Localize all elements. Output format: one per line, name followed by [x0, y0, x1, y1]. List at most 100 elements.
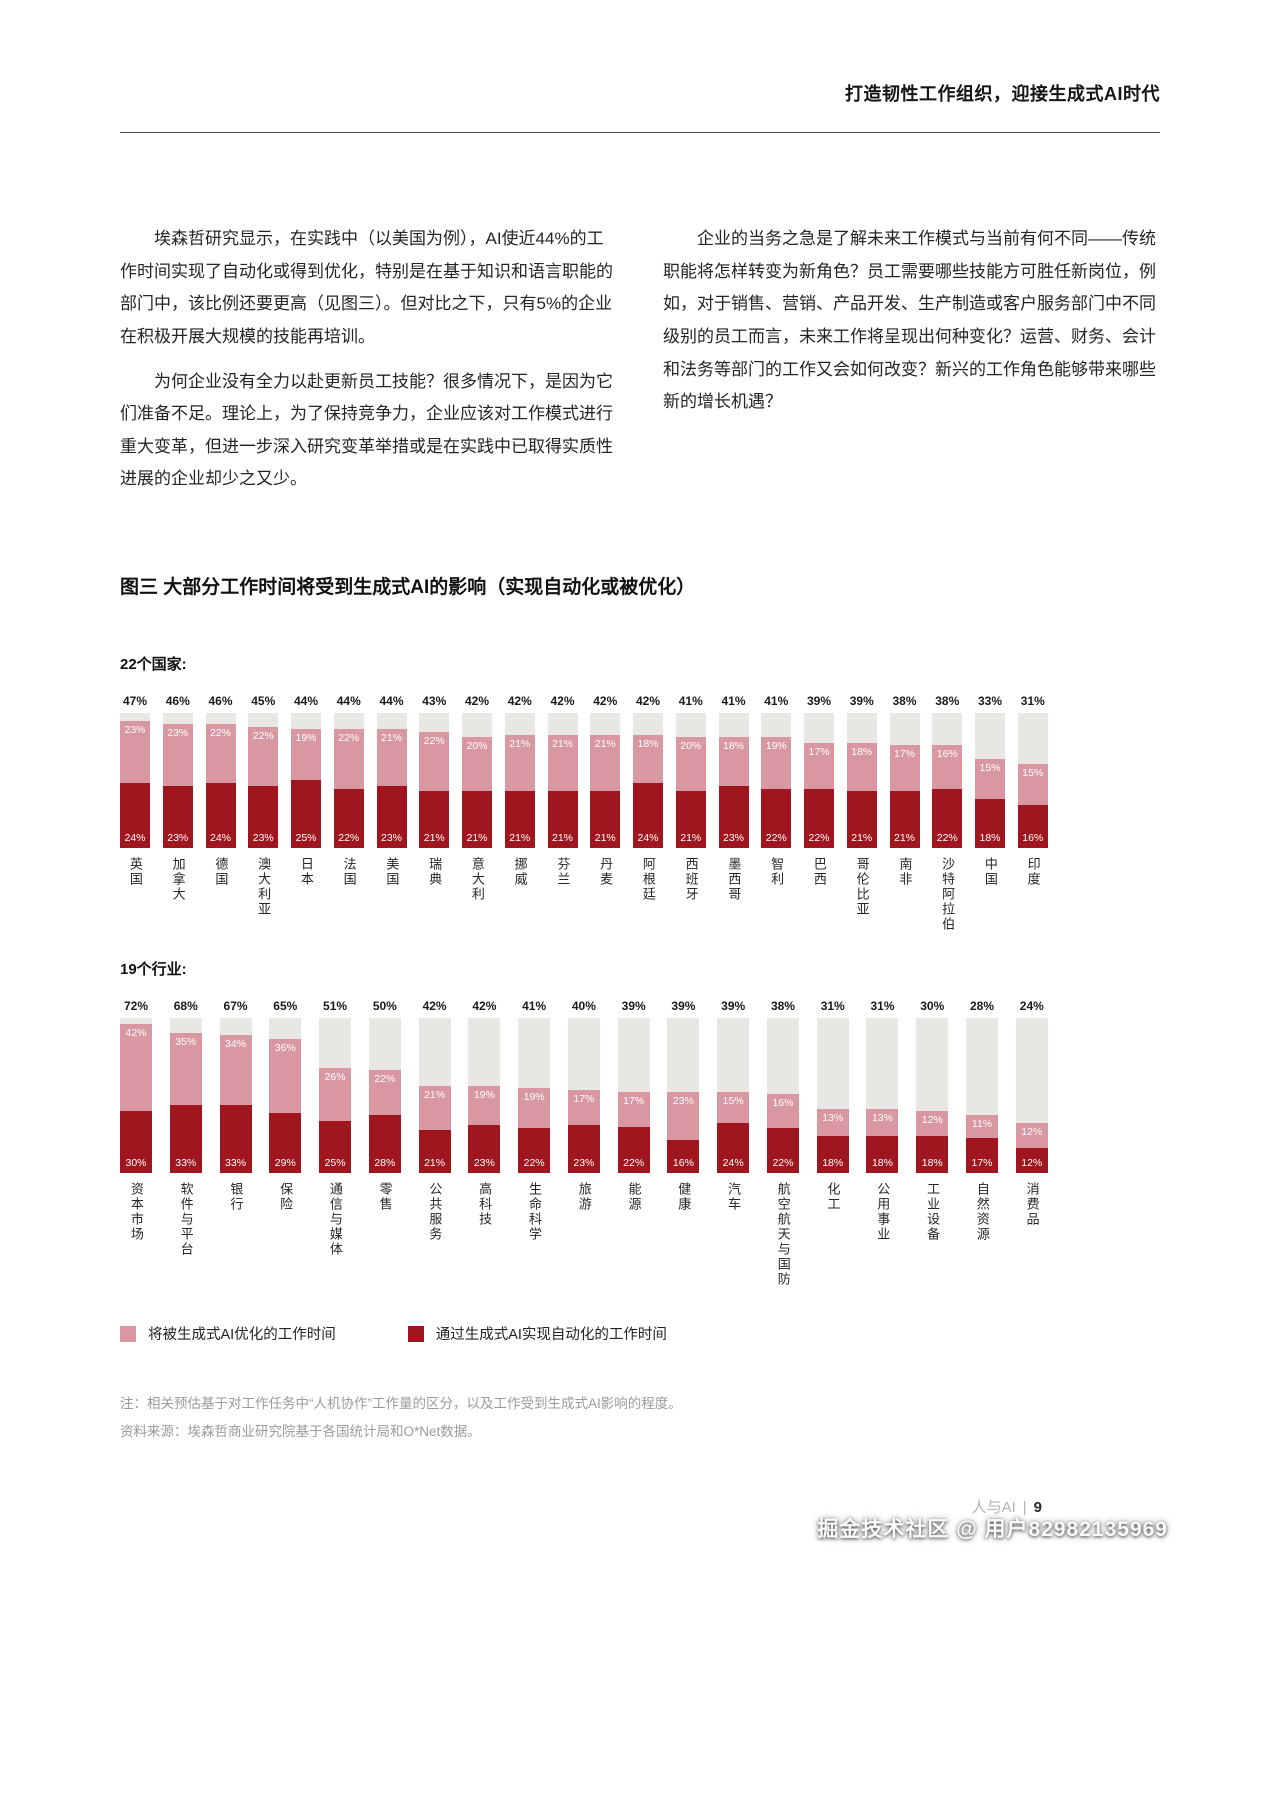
bar-automated-segment: 22% — [804, 788, 834, 848]
bar-optimized-segment: 13% — [816, 1108, 849, 1136]
note-line: 注：相关预估基于对工作任务中“人机协作”工作量的区分，以及工作受到生成式AI影响… — [120, 1396, 682, 1411]
bar-stack: 12% 12% — [1015, 1018, 1048, 1173]
header-divider — [120, 132, 1160, 133]
optimized-value-label: 15% — [979, 761, 1001, 774]
bar-optimized-segment: 26% — [319, 1067, 352, 1122]
bar-category-label: 公共服务 — [427, 1182, 443, 1242]
optimized-value-label: 15% — [1022, 767, 1044, 780]
bar-category-label: 能源 — [626, 1182, 642, 1212]
bar-印度: 31% 15% 16% 印度 — [1017, 694, 1048, 932]
bar-optimized-segment: 22% — [368, 1069, 401, 1116]
bar-remainder-segment — [916, 1018, 949, 1111]
bar-category-label: 软件与平台 — [178, 1182, 194, 1257]
automated-value-label: 21% — [424, 1156, 446, 1169]
optimized-value-label: 19% — [473, 1089, 495, 1102]
bar-automated-segment: 16% — [667, 1139, 700, 1173]
footer-page-number: 9 — [1033, 1499, 1042, 1516]
bar-total-label: 38% — [770, 999, 795, 1013]
bar-category-label: 瑞典 — [427, 857, 443, 887]
body-paragraph: 为何企业没有全力以赴更新员工技能？很多情况下，是因为它们准备不足。理论上，为了保… — [120, 371, 613, 489]
bar-optimized-segment: 36% — [269, 1038, 302, 1114]
automated-value-label: 29% — [274, 1156, 296, 1169]
bar-optimized-segment: 18% — [633, 734, 663, 784]
bar-哥伦比亚: 39% 18% 21% 哥伦比亚 — [846, 694, 877, 932]
bar-stack: 18% 24% — [633, 713, 663, 848]
optimized-value-label: 22% — [338, 732, 360, 745]
bar-高科技: 42% 19% 23% 高科技 — [468, 999, 501, 1287]
bar-optimized-segment: 15% — [975, 758, 1005, 800]
bar-remainder-segment — [590, 713, 621, 735]
optimized-value-label: 21% — [424, 1089, 446, 1102]
bar-category-label: 工业设备 — [925, 1182, 941, 1242]
bar-remainder-segment — [518, 1018, 551, 1089]
industries-bar-chart: 72% 42% 30% 资本市场 68% 35% 33% 软件与平台 67% 34% 33% 银行 65… — [120, 999, 1048, 1287]
bar-remainder-segment — [1017, 713, 1048, 765]
automated-value-label: 18% — [822, 1156, 844, 1169]
bar-category-label: 中国 — [982, 857, 998, 887]
bar-银行: 67% 34% 33% 银行 — [219, 999, 252, 1287]
bar-stack: 34% 33% — [219, 1018, 252, 1173]
bar-optimized-segment: 21% — [590, 734, 621, 792]
bar-optimized-segment: 18% — [718, 737, 749, 786]
bar-沙特阿拉伯: 38% 16% 22% 沙特阿拉伯 — [932, 694, 963, 932]
bar-optimized-segment: 17% — [617, 1092, 650, 1128]
automated-value-label: 24% — [124, 831, 146, 844]
automated-value-label: 23% — [380, 831, 402, 844]
bar-automated-segment: 18% — [975, 799, 1005, 848]
bar-公用事业: 31% 13% 18% 公用事业 — [866, 999, 899, 1287]
bar-automated-segment: 18% — [916, 1135, 949, 1173]
bar-total-label: 42% — [422, 999, 447, 1013]
bar-stack: 21% 23% — [376, 713, 407, 848]
bar-remainder-segment — [547, 713, 578, 735]
bar-能源: 39% 17% 22% 能源 — [617, 999, 650, 1287]
bar-automated-segment: 21% — [675, 791, 706, 848]
automated-value-label: 28% — [374, 1157, 396, 1169]
bar-optimized-segment: 19% — [291, 729, 321, 781]
automated-value-label: 21% — [423, 831, 445, 844]
bar-航空航天与国防: 38% 16% 22% 航空航天与国防 — [766, 999, 799, 1287]
bar-stack: 22% 22% — [333, 713, 364, 848]
industries-group-label: 19个行业: — [120, 961, 187, 978]
bar-remainder-segment — [248, 713, 279, 727]
bar-丹麦: 42% 21% 21% 丹麦 — [590, 694, 621, 932]
legend-label-optimized: 将被生成式AI优化的工作时间 — [148, 1327, 336, 1343]
bar-automated-segment: 22% — [333, 788, 364, 848]
bar-remainder-segment — [932, 713, 963, 746]
automated-value-label: 16% — [1022, 831, 1044, 844]
bar-optimized-segment: 15% — [1017, 764, 1048, 805]
bar-remainder-segment — [419, 713, 450, 732]
bar-资本市场: 72% 42% 30% 资本市场 — [120, 999, 152, 1287]
bar-total-label: 41% — [678, 694, 703, 708]
bar-remainder-segment — [120, 713, 150, 722]
bar-total-label: 38% — [935, 694, 960, 708]
bar-total-label: 42% — [472, 999, 497, 1013]
bar-remainder-segment — [468, 1018, 501, 1087]
bar-optimized-segment: 20% — [462, 737, 492, 792]
bar-remainder-segment — [567, 1018, 600, 1091]
body-paragraph: 埃森哲研究显示，在实践中（以美国为例），AI使近44%的工作时间实现了自动化或得… — [120, 229, 613, 346]
bar-stack: 22% 21% — [419, 713, 450, 848]
optimized-value-label: 23% — [672, 1095, 694, 1108]
bar-total-label: 46% — [208, 694, 233, 708]
bar-stack: 22% 23% — [248, 713, 279, 848]
bar-stack: 20% 21% — [462, 713, 492, 848]
bar-remainder-segment — [333, 713, 364, 730]
bar-total-label: 42% — [635, 694, 661, 708]
bar-stack: 26% 25% — [319, 1018, 352, 1173]
bar-total-label: 39% — [849, 694, 874, 708]
bar-total-label: 30% — [920, 999, 945, 1013]
optimized-value-label: 42% — [125, 1027, 147, 1040]
bar-category-label: 挪威 — [512, 857, 528, 887]
bar-remainder-segment — [816, 1018, 849, 1109]
bar-optimized-segment: 42% — [120, 1024, 152, 1111]
optimized-value-label: 34% — [225, 1037, 247, 1050]
bar-total-label: 44% — [336, 694, 361, 708]
bar-automated-segment: 23% — [567, 1125, 600, 1173]
optimized-value-label: 17% — [573, 1093, 595, 1106]
bar-category-label: 墨西哥 — [726, 857, 742, 902]
footer-section-label: 人与AI — [971, 1499, 1016, 1516]
optimized-value-label: 18% — [722, 740, 744, 753]
bar-optimized-segment: 19% — [518, 1088, 551, 1128]
bar-category-label: 美国 — [384, 857, 400, 887]
